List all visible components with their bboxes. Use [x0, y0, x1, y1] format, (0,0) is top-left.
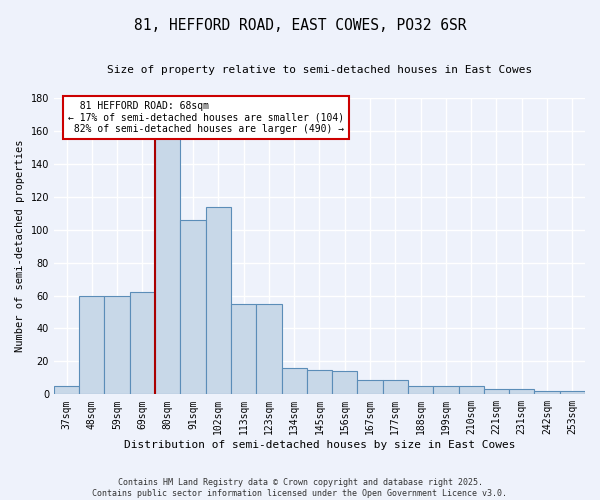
Bar — [130, 292, 155, 394]
Text: Contains HM Land Registry data © Crown copyright and database right 2025.
Contai: Contains HM Land Registry data © Crown c… — [92, 478, 508, 498]
Bar — [181, 220, 206, 394]
Bar — [104, 296, 130, 394]
Bar — [307, 370, 332, 394]
Bar — [535, 391, 560, 394]
Bar — [79, 296, 104, 394]
Bar — [256, 304, 281, 394]
Bar — [54, 386, 79, 394]
Bar — [206, 206, 231, 394]
Bar — [281, 368, 307, 394]
Bar — [560, 391, 585, 394]
Bar — [332, 372, 358, 394]
Bar — [358, 380, 383, 394]
Bar — [509, 390, 535, 394]
Text: 81 HEFFORD ROAD: 68sqm
← 17% of semi-detached houses are smaller (104)
 82% of s: 81 HEFFORD ROAD: 68sqm ← 17% of semi-det… — [68, 102, 344, 134]
X-axis label: Distribution of semi-detached houses by size in East Cowes: Distribution of semi-detached houses by … — [124, 440, 515, 450]
Text: 81, HEFFORD ROAD, EAST COWES, PO32 6SR: 81, HEFFORD ROAD, EAST COWES, PO32 6SR — [134, 18, 466, 32]
Bar — [155, 126, 181, 394]
Title: Size of property relative to semi-detached houses in East Cowes: Size of property relative to semi-detach… — [107, 65, 532, 75]
Bar — [383, 380, 408, 394]
Bar — [231, 304, 256, 394]
Bar — [433, 386, 458, 394]
Bar — [484, 390, 509, 394]
Bar — [458, 386, 484, 394]
Y-axis label: Number of semi-detached properties: Number of semi-detached properties — [15, 140, 25, 352]
Bar — [408, 386, 433, 394]
